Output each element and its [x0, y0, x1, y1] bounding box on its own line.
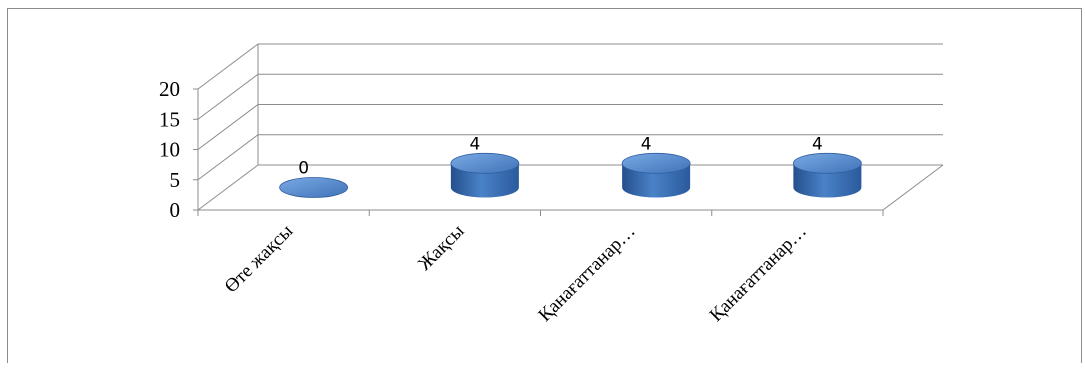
- data-label: 0: [298, 159, 309, 179]
- x-category-label: Қанағаттанар…: [534, 221, 639, 326]
- chart-frame: [7, 8, 1082, 363]
- bar: [792, 152, 862, 198]
- x-category-label: Қанағаттанар…: [706, 221, 811, 326]
- bar-top: [621, 152, 691, 174]
- bars: [279, 152, 862, 198]
- bar-top: [792, 152, 862, 174]
- side-gridline: [197, 134, 259, 181]
- y-tick-label: 15: [159, 107, 180, 131]
- data-labels: 0 4 4 4: [298, 134, 823, 178]
- side-gridline: [197, 104, 259, 150]
- x-category-label: Өте жақсы: [221, 221, 298, 298]
- bar-top: [450, 152, 520, 174]
- y-axis-ticks: 0 5 10 15 20: [159, 77, 180, 222]
- y-tick-label: 0: [170, 198, 181, 222]
- bar: [621, 152, 691, 198]
- floor-right-edge: [882, 164, 944, 211]
- data-label: 4: [641, 134, 652, 154]
- side-gridline: [197, 43, 259, 90]
- side-gridline: [197, 73, 259, 120]
- x-category-label: Жақсы: [414, 221, 468, 275]
- bar-top: [279, 177, 349, 198]
- data-label: 4: [469, 134, 480, 154]
- side-gridline: [197, 164, 259, 211]
- y-tick-label: 5: [170, 168, 181, 192]
- bar: [450, 152, 520, 198]
- data-label: 4: [812, 134, 823, 154]
- bar: [279, 177, 349, 198]
- y-tick-label: 10: [159, 138, 180, 162]
- x-axis-labels: Өте жақсы Жақсы Қанағаттанар… Қанағаттанар…: [221, 221, 811, 326]
- y-tick-label: 20: [159, 77, 180, 101]
